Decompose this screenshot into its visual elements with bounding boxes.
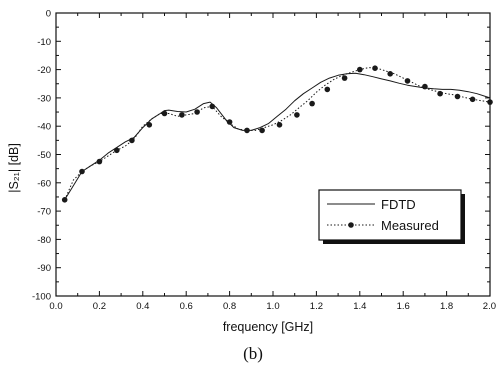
y-tick-label: -60 (37, 178, 51, 189)
data-point-measured (146, 122, 153, 128)
data-point-measured (161, 110, 168, 117)
y-tick-label: 0 (46, 9, 51, 20)
series-line-measured (64, 67, 491, 201)
data-point-measured (422, 83, 428, 90)
data-point-measured (294, 112, 300, 118)
data-point-measured (454, 93, 461, 100)
x-tick-label: 1.2 (310, 301, 323, 312)
data-point-measured (226, 119, 233, 125)
x-tick-label: 0.6 (180, 301, 193, 312)
x-tick-label: 1.8 (440, 301, 453, 312)
data-point-measured (437, 90, 443, 97)
data-point-measured (324, 86, 331, 93)
x-tick-label: 0.4 (136, 301, 149, 312)
y-tick-label: -50 (37, 150, 51, 161)
x-tick-label: 2.0 (483, 301, 496, 312)
series-line-fdtd (64, 72, 491, 201)
data-point-measured (244, 127, 250, 134)
legend: FDTD Measured (318, 189, 465, 244)
y-tick-label: -70 (37, 207, 51, 218)
legend-measured-marker (348, 222, 354, 228)
y-tick-label: -40 (37, 122, 51, 133)
plot-frame (55, 12, 491, 297)
data-point-measured (96, 158, 103, 165)
y-tick-label: -100 (32, 292, 51, 303)
y-tick-label: -30 (37, 93, 51, 104)
data-point-measured (114, 147, 120, 154)
data-point-measured (341, 75, 348, 81)
data-point-measured (194, 109, 200, 115)
x-axis-ticks: 0.0 0.2 0.4 0.6 0.8 1.0 1.2 1.4 1.6 1.8 2.0 (49, 13, 496, 312)
x-tick-label: 1.0 (266, 301, 279, 312)
data-point-measured (404, 78, 411, 84)
data-point-measured (129, 137, 135, 144)
data-point-measured (387, 71, 394, 77)
data-point-measured (79, 168, 85, 175)
y-axis-title: |S₂₁| [dB] (7, 143, 21, 193)
series-layer (61, 65, 493, 203)
x-tick-label: 0.0 (49, 301, 62, 312)
y-tick-label: -20 (37, 65, 51, 76)
data-point-measured (469, 96, 476, 103)
figure-caption: (b) (243, 344, 263, 363)
legend-fdtd-label: FDTD (381, 197, 416, 212)
y-tick-label: -90 (37, 263, 51, 274)
data-point-measured (357, 66, 363, 73)
x-tick-label: 0.2 (93, 301, 106, 312)
data-point-measured (61, 197, 68, 203)
data-point-measured (309, 100, 315, 107)
y-tick-label: -80 (37, 235, 51, 246)
data-point-measured (276, 122, 283, 128)
x-tick-label: 1.4 (353, 301, 366, 312)
data-point-measured (179, 112, 185, 118)
x-tick-label: 0.8 (223, 301, 236, 312)
y-axis-ticks: 0 -10 -20 -30 -40 -50 -60 -70 -80 -90 -100 (32, 9, 490, 303)
x-tick-label: 1.6 (397, 301, 410, 312)
legend-box (318, 189, 462, 241)
data-point-measured (259, 127, 265, 134)
y-tick-label: -10 (37, 37, 51, 48)
data-point-measured (372, 65, 378, 71)
x-axis-title: frequency [GHz] (223, 320, 313, 334)
legend-measured-label: Measured (381, 218, 439, 233)
data-point-measured (209, 103, 215, 110)
